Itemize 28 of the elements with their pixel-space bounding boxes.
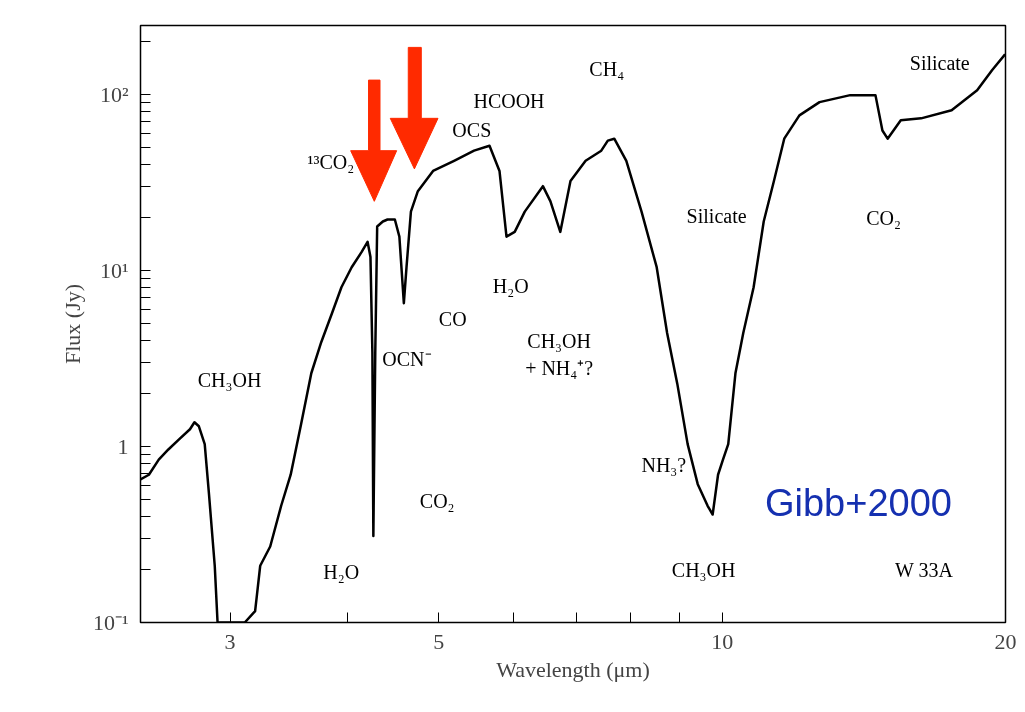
annotation: Gibb+2000 <box>764 482 952 525</box>
y-tick-label: 1 <box>117 433 129 459</box>
annotation: CO₂ <box>419 490 455 513</box>
annotation: CH₄ <box>589 58 625 81</box>
annotation: HCOOH <box>473 90 545 113</box>
y-axis-title: Flux (Jy) <box>59 283 85 365</box>
annotation: CH₃OH <box>671 558 736 581</box>
y-tick-label: 10¹ <box>99 257 129 283</box>
y-tick-label: 10² <box>99 81 129 107</box>
annotation: CH₃OH + NH₄⁺? <box>525 330 594 379</box>
x-tick-label: 3 <box>224 628 236 654</box>
annotation: Silicate <box>686 204 747 227</box>
x-axis-title: Wavelength (μm) <box>496 656 650 682</box>
annotation: NH₃? <box>641 454 687 477</box>
y-tick-label: 10⁻¹ <box>92 610 129 635</box>
annotation: CO <box>438 308 467 331</box>
annotation: H₂O <box>492 275 529 298</box>
annotation: CH₃OH <box>197 368 262 391</box>
x-tick-label: 20 <box>994 628 1017 654</box>
annotation: W 33A <box>895 558 954 581</box>
annotation: Silicate <box>909 52 970 75</box>
annotation: CO₂ <box>866 206 901 229</box>
x-tick-label: 10 <box>711 628 734 654</box>
x-tick-label: 5 <box>433 628 445 654</box>
annotation: ¹³CO₂ <box>307 151 355 174</box>
annotation: H₂O <box>323 560 360 583</box>
annotation: OCN⁻ <box>382 348 432 371</box>
annotation: OCS <box>452 118 492 141</box>
